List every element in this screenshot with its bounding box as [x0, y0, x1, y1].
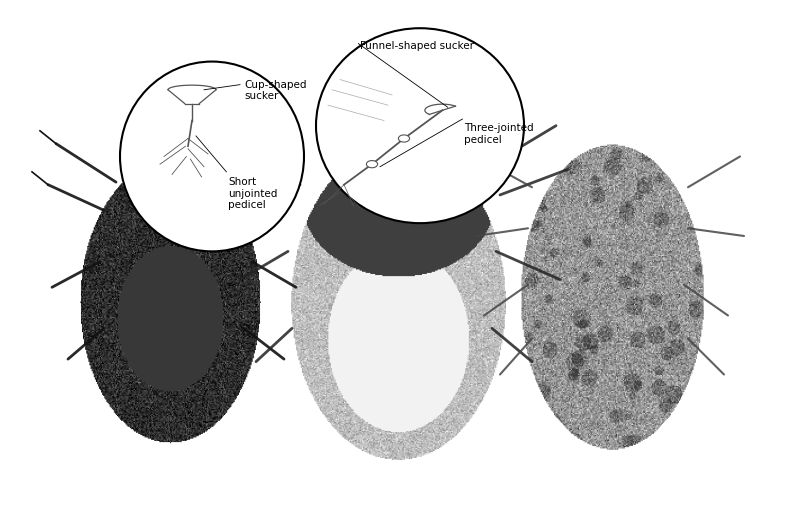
Ellipse shape [398, 135, 410, 142]
Ellipse shape [366, 161, 378, 168]
Text: Funnel-shaped sucker: Funnel-shaped sucker [360, 41, 474, 51]
Text: Short
unjointed
pedicel: Short unjointed pedicel [228, 177, 278, 210]
Ellipse shape [316, 28, 524, 223]
Ellipse shape [120, 62, 304, 251]
Text: Cup-shaped
sucker: Cup-shaped sucker [244, 80, 306, 101]
Text: Three-jointed
pedicel: Three-jointed pedicel [464, 123, 534, 145]
